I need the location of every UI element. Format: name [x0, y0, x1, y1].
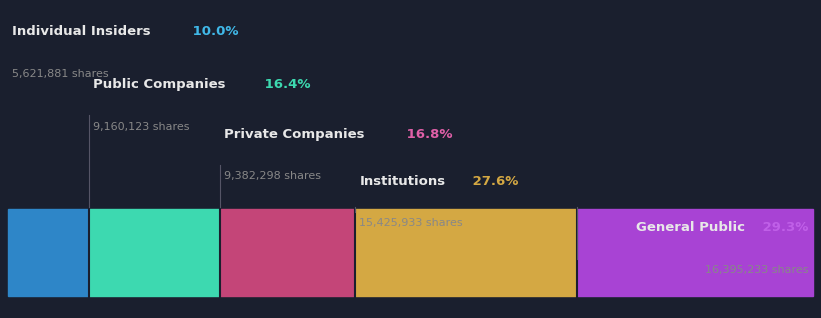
Bar: [8, 209, 89, 296]
Text: 9,382,298 shares: 9,382,298 shares: [224, 171, 322, 182]
Text: 16.4%: 16.4%: [260, 78, 310, 91]
Text: General Public: General Public: [636, 221, 745, 234]
Text: Institutions: Institutions: [360, 175, 446, 188]
Text: 9,160,123 shares: 9,160,123 shares: [93, 121, 189, 132]
Bar: [577, 209, 813, 296]
Text: Individual Insiders: Individual Insiders: [12, 25, 151, 38]
Text: 16,395,233 shares: 16,395,233 shares: [705, 265, 809, 275]
Text: 16.8%: 16.8%: [402, 128, 452, 141]
Bar: [355, 209, 577, 296]
Bar: [89, 209, 220, 296]
Text: 10.0%: 10.0%: [187, 25, 238, 38]
Bar: [220, 209, 355, 296]
Text: 29.3%: 29.3%: [759, 221, 809, 234]
Text: 27.6%: 27.6%: [468, 175, 519, 188]
Text: 15,425,933 shares: 15,425,933 shares: [360, 218, 463, 228]
Text: Private Companies: Private Companies: [224, 128, 365, 141]
Text: Public Companies: Public Companies: [93, 78, 225, 91]
Text: 5,621,881 shares: 5,621,881 shares: [12, 69, 109, 79]
